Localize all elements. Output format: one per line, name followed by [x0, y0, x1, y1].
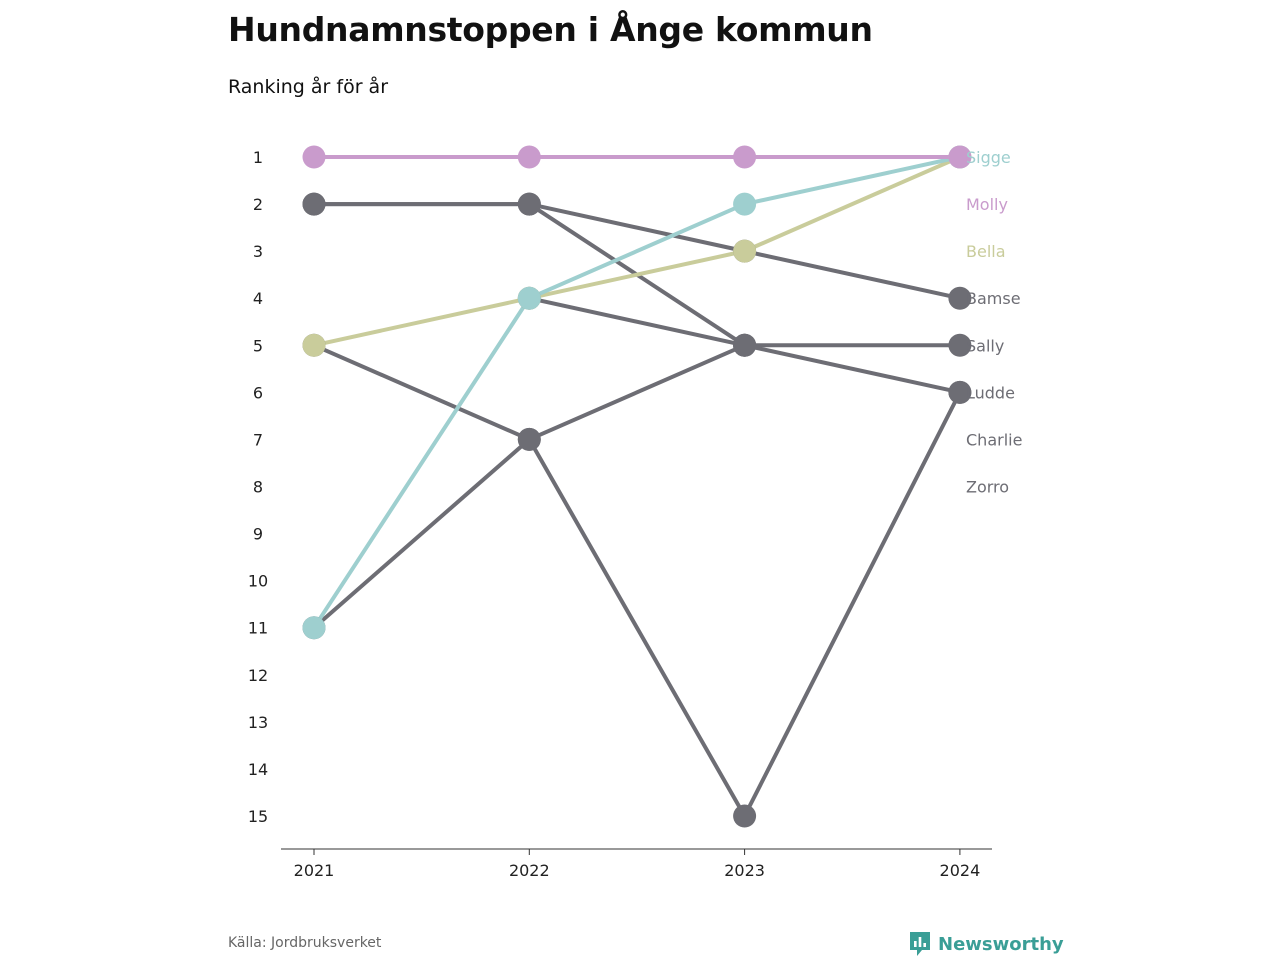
point-bella	[733, 239, 757, 263]
chart-subtitle: Ranking år för år	[228, 76, 389, 98]
y-tick-label: 8	[253, 477, 263, 496]
y-tick-label: 1	[253, 148, 263, 167]
point-molly	[302, 145, 326, 169]
series-label-charlie: Charlie	[966, 430, 1022, 449]
point-bella	[302, 333, 326, 357]
series-labels: Sigge Molly Bella Bamse Sally Ludde Charlie Zor…	[966, 148, 1022, 496]
y-tick-label: 13	[248, 713, 268, 732]
point-charlie	[517, 427, 541, 451]
series-label-zorro: Zorro	[966, 477, 1009, 496]
y-tick-label: 9	[253, 525, 263, 544]
point-molly	[517, 145, 541, 169]
point-bamse	[948, 286, 972, 310]
y-tick-label: 2	[253, 195, 263, 214]
point-sally	[517, 192, 541, 216]
y-tick-label: 12	[248, 666, 268, 685]
series-line-ludde	[312, 343, 962, 818]
series-label-ludde: Ludde	[966, 383, 1015, 402]
series-line-bella	[312, 155, 962, 348]
y-tick-label: 11	[248, 619, 268, 638]
point-sigge	[517, 286, 541, 310]
series-label-sigge: Sigge	[966, 148, 1011, 167]
x-tick-label: 2022	[509, 861, 550, 880]
brand-logo[interactable]: Newsworthy	[908, 930, 1064, 958]
series-label-molly: Molly	[966, 195, 1008, 214]
x-tick-label: 2023	[724, 861, 765, 880]
point-molly	[733, 145, 757, 169]
series-lines	[312, 155, 962, 818]
point-molly	[948, 145, 972, 169]
x-axis-ticks: 2021 2022 2023 2024	[294, 849, 981, 880]
y-tick-label: 10	[248, 572, 268, 591]
y-tick-label: 6	[253, 383, 263, 402]
series-label-bamse: Bamse	[966, 289, 1021, 308]
series-line-sigge	[312, 155, 962, 630]
y-tick-label: 7	[253, 430, 263, 449]
series-points	[302, 145, 972, 828]
point-zorro	[733, 333, 757, 357]
bar-chart-badge-icon	[910, 932, 930, 956]
y-tick-label: 5	[253, 336, 263, 355]
series-label-bella: Bella	[966, 242, 1006, 261]
point-ludde	[733, 804, 757, 828]
y-tick-label: 15	[248, 807, 268, 826]
source-note: Källa: Jordbruksverket	[228, 935, 382, 951]
series-line-charlie	[312, 343, 747, 630]
point-zorro	[948, 380, 972, 404]
point-sally	[302, 192, 326, 216]
y-tick-label: 4	[253, 289, 263, 308]
x-tick-label: 2024	[940, 861, 981, 880]
point-sigge	[302, 616, 326, 640]
brand-name: Newsworthy	[938, 933, 1064, 955]
chart-title: Hundnamnstoppen i Ånge kommun	[228, 10, 873, 49]
series-label-sally: Sally	[966, 336, 1004, 355]
point-sally	[948, 333, 972, 357]
x-tick-label: 2021	[294, 861, 335, 880]
point-sigge	[733, 192, 757, 216]
y-tick-label: 3	[253, 242, 263, 261]
y-tick-label: 14	[248, 760, 268, 779]
